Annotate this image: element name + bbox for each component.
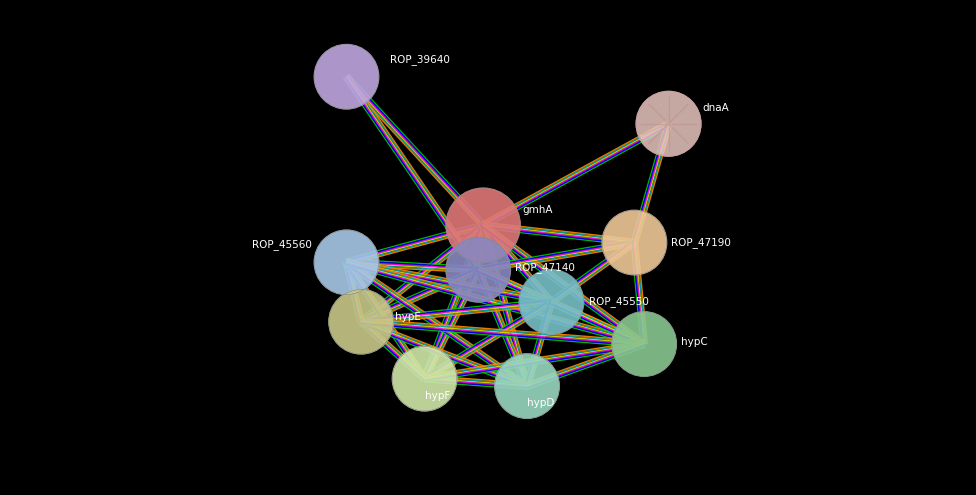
Ellipse shape (519, 270, 584, 334)
Text: gmhA: gmhA (522, 205, 552, 215)
Ellipse shape (602, 210, 667, 275)
Text: hypE: hypE (395, 312, 422, 322)
Ellipse shape (314, 45, 379, 109)
Text: hypF: hypF (425, 391, 450, 401)
Ellipse shape (636, 92, 701, 156)
Ellipse shape (392, 346, 457, 411)
Text: ROP_47190: ROP_47190 (671, 237, 731, 248)
Text: ROP_39640: ROP_39640 (390, 54, 450, 65)
Ellipse shape (329, 290, 393, 354)
Ellipse shape (314, 230, 379, 295)
Text: ROP_45560: ROP_45560 (253, 240, 312, 250)
Text: hypD: hypD (527, 398, 554, 408)
Text: ROP_45550: ROP_45550 (589, 297, 648, 307)
Ellipse shape (612, 312, 676, 376)
Ellipse shape (446, 238, 510, 302)
Ellipse shape (446, 188, 520, 262)
Ellipse shape (495, 354, 559, 418)
Text: hypC: hypC (681, 337, 708, 346)
Text: ROP_47140: ROP_47140 (515, 262, 575, 273)
Text: dnaA: dnaA (703, 103, 729, 113)
